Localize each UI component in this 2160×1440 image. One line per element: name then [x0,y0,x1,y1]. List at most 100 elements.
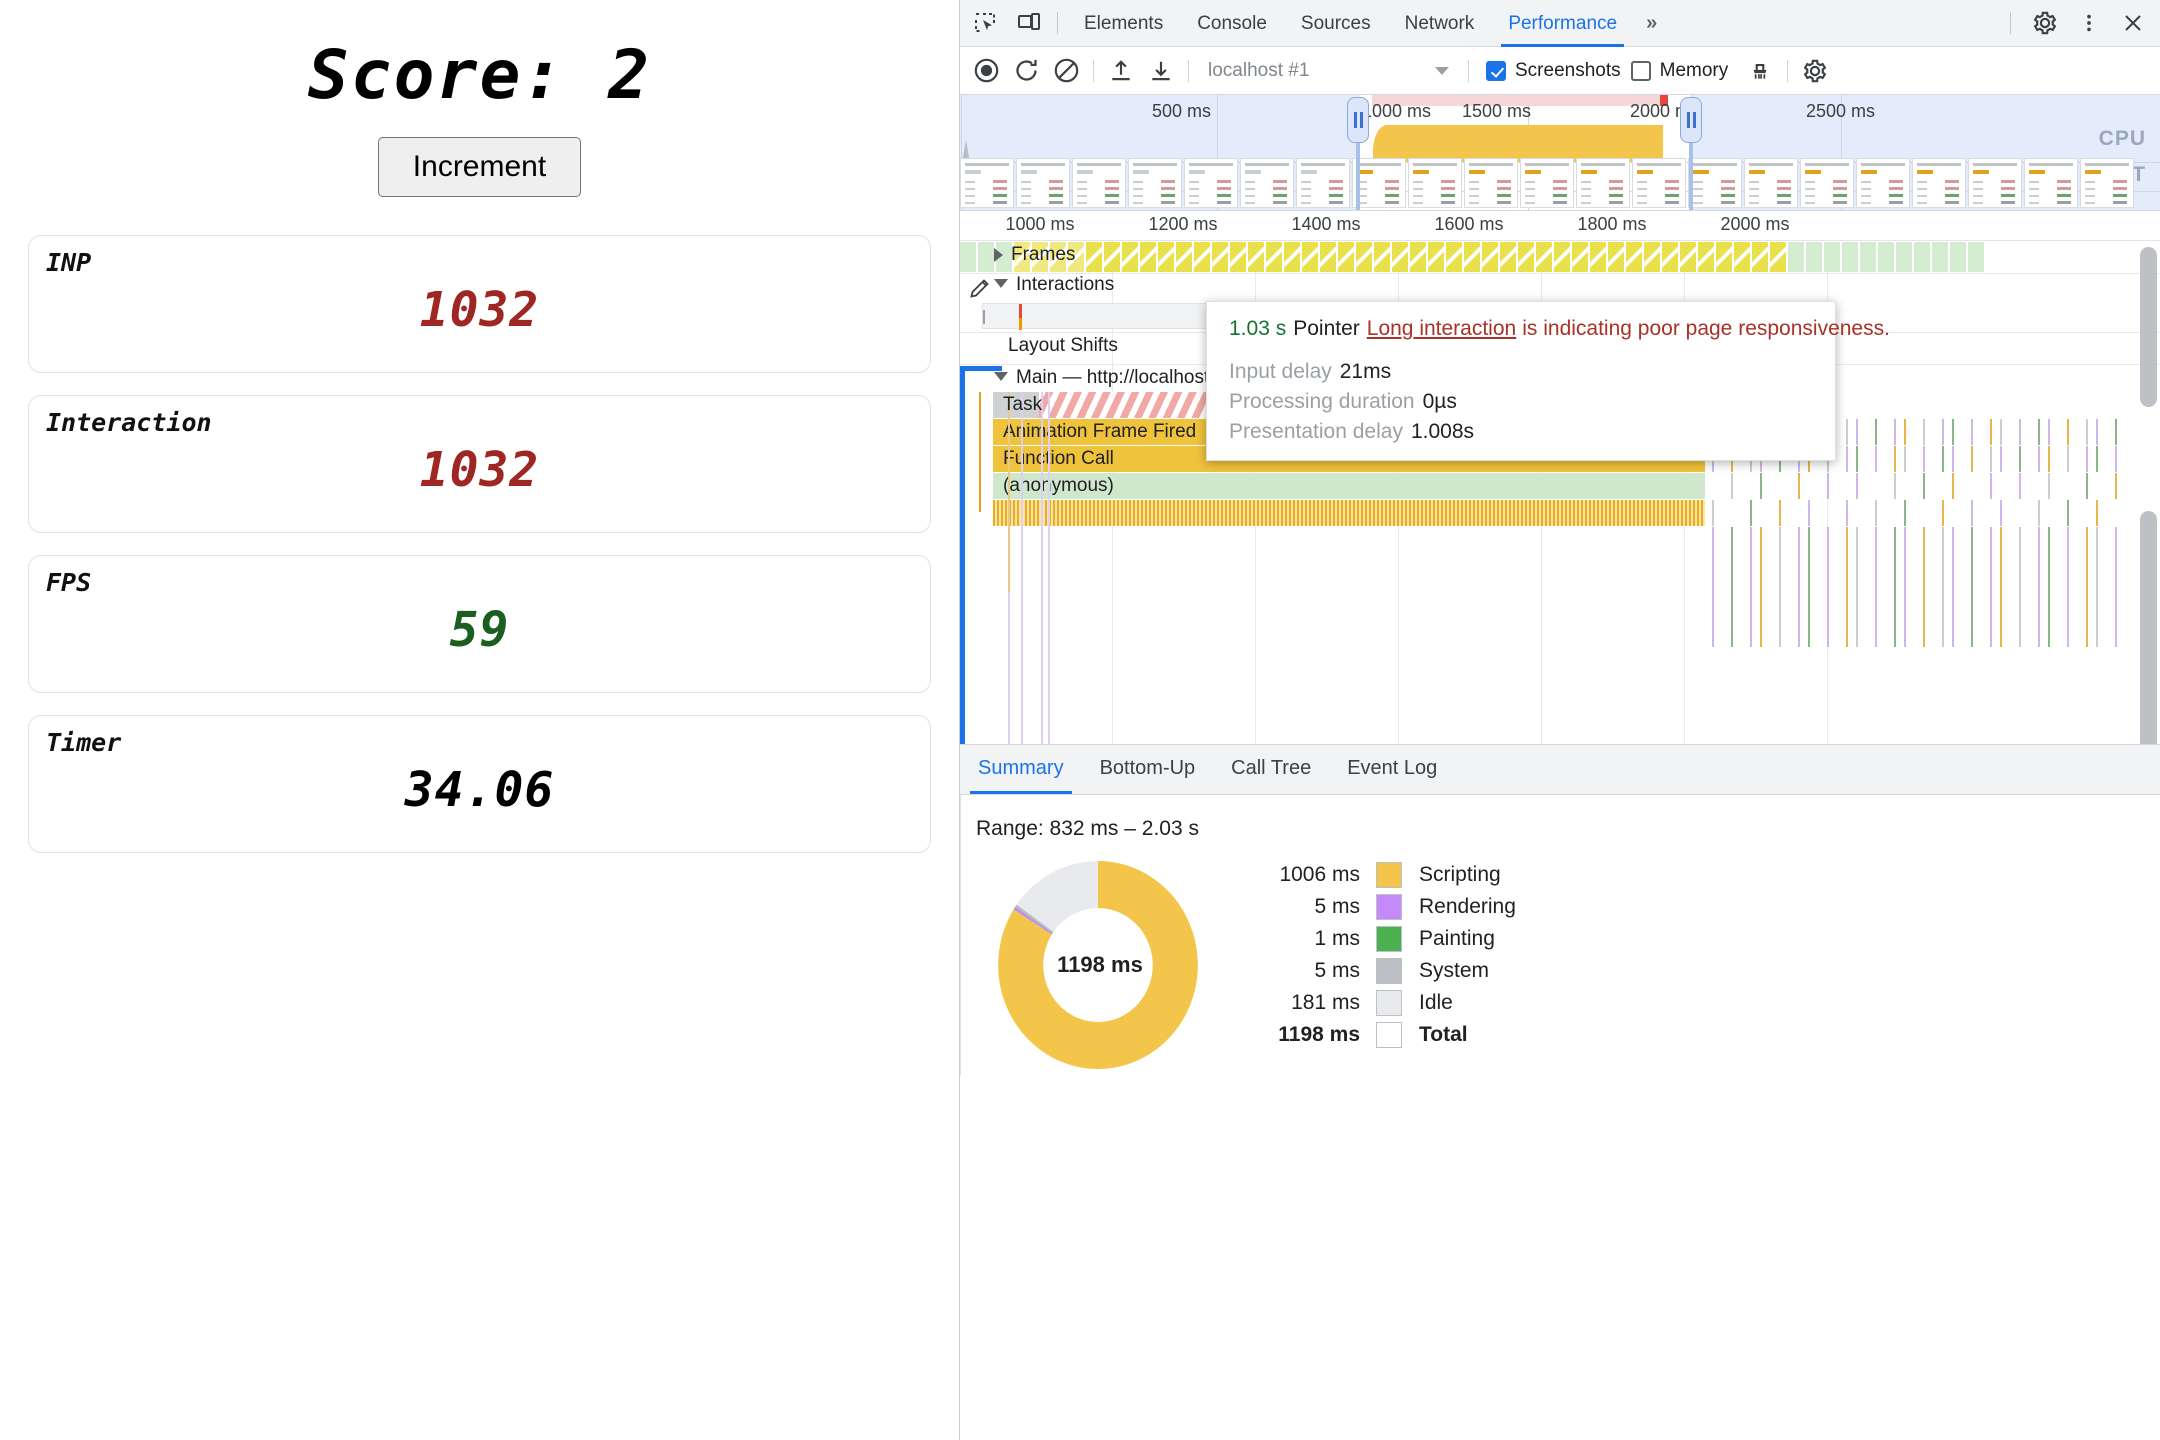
frame-block[interactable] [1140,242,1156,272]
flame-thin-event[interactable] [2067,527,2069,647]
donut-slice[interactable] [1015,904,1054,934]
donut-slice[interactable] [1015,906,1053,934]
filmstrip-thumbnail[interactable] [1520,158,1574,208]
frame-block[interactable] [1644,242,1660,272]
selection-edge-left[interactable] [1356,119,1360,210]
flame-scrollbar[interactable] [2140,247,2157,407]
flame-thin-event[interactable] [2067,500,2069,526]
save-profile-icon[interactable] [1141,54,1181,88]
filmstrip-thumbnail[interactable] [1968,158,2022,208]
frame-block[interactable] [1932,242,1948,272]
frame-block[interactable] [1230,242,1246,272]
inspect-element-icon[interactable] [966,8,1004,38]
frame-block[interactable] [1410,242,1426,272]
device-toolbar-icon[interactable] [1010,8,1048,38]
filmstrip-thumbnail[interactable] [960,158,1014,208]
flame-thin-event[interactable] [2096,446,2098,472]
frame-block[interactable] [1914,242,1930,272]
tab-bottom-up[interactable]: Bottom-Up [1099,757,1196,779]
frame-block[interactable] [1122,242,1138,272]
track-title-layout-shifts[interactable]: Layout Shifts [1008,335,1118,357]
filmstrip-thumbnail[interactable] [1744,158,1798,208]
flame-thin-event[interactable] [1798,473,1800,499]
selection-handle-right[interactable] [1680,97,1702,143]
filmstrip-thumbnail[interactable] [1688,158,1742,208]
flame-thin-event[interactable] [2048,527,2050,647]
legend-row[interactable]: 1 ms Painting [1246,923,1516,955]
filmstrip-thumbnail[interactable] [1912,158,1966,208]
frame-block[interactable] [1626,242,1642,272]
flame-thin-event[interactable] [1952,473,1954,499]
filmstrip-thumbnail[interactable] [1856,158,1910,208]
tab-event-log[interactable]: Event Log [1347,757,1438,779]
flame-thin-event[interactable] [1971,446,1973,472]
flame-thin-event[interactable] [1846,419,1848,445]
frame-block[interactable] [1338,242,1354,272]
frame-block[interactable] [1896,242,1912,272]
flame-micro-tasks-row[interactable] [993,500,1705,526]
track-title-main[interactable]: Main — http://localhost:517 [994,367,1246,389]
memory-checkbox[interactable]: Memory [1630,60,1728,82]
flame-thin-event[interactable] [1008,392,1010,592]
flame-thin-event[interactable] [2019,473,2021,499]
flame-thin-event[interactable] [2115,527,2117,647]
flame-thin-event[interactable] [1875,527,1877,647]
frame-block[interactable] [960,242,976,272]
reload-and-record-icon[interactable] [1006,54,1046,88]
selection-handle-left[interactable] [1347,97,1369,143]
filmstrip-thumbnail[interactable] [1352,158,1406,208]
flame-scrollbar-thumb[interactable] [2140,511,2157,744]
flame-thin-event[interactable] [1952,446,1954,472]
screenshots-checkbox[interactable]: Screenshots [1486,60,1621,82]
flame-thin-event[interactable] [1750,500,1752,526]
flame-thin-event[interactable] [1750,527,1752,647]
frame-block[interactable] [1752,242,1768,272]
frame-block[interactable] [1536,242,1552,272]
flame-thin-event[interactable] [1041,392,1043,744]
track-title-interactions[interactable]: Interactions [994,274,1114,296]
flame-thin-event[interactable] [2048,473,2050,499]
flame-thin-event[interactable] [1904,446,1906,472]
filmstrip-thumbnail[interactable] [1800,158,1854,208]
frame-block[interactable] [1608,242,1624,272]
record-icon[interactable] [966,54,1006,88]
frame-block[interactable] [1842,242,1858,272]
frame-block[interactable] [1572,242,1588,272]
legend-row[interactable]: 181 ms Idle [1246,987,1516,1019]
tab-call-tree[interactable]: Call Tree [1231,757,1312,779]
filmstrip-thumbnail[interactable] [1072,158,1126,208]
track-title-frames[interactable]: Frames [994,244,1075,266]
flame-thin-event[interactable] [1894,419,1896,445]
flame-thin-event[interactable] [1990,527,1992,647]
filmstrip-thumbnail[interactable] [1576,158,1630,208]
frame-block[interactable] [1194,242,1210,272]
flame-thin-event[interactable] [2096,500,2098,526]
flame-thin-event[interactable] [2115,473,2117,499]
frame-block[interactable] [1158,242,1174,272]
frame-block[interactable] [1878,242,1894,272]
flame-thin-event[interactable] [1923,446,1925,472]
frame-block[interactable] [1554,242,1570,272]
frame-block[interactable] [1464,242,1480,272]
flame-thin-event[interactable] [1798,527,1800,647]
flame-thin-event[interactable] [1779,527,1781,647]
frame-block[interactable] [1104,242,1120,272]
activity-donut-chart[interactable]: 1198 ms [980,855,1220,1075]
selection-edge-right[interactable] [1689,119,1693,210]
frames-strip[interactable] [960,242,1984,272]
frame-block[interactable] [1500,242,1516,272]
tooltip-link[interactable]: Long interaction [1366,317,1517,340]
close-icon[interactable] [2114,8,2152,38]
frame-block[interactable] [1176,242,1192,272]
flame-thin-event[interactable] [1827,527,1829,647]
frame-block[interactable] [1320,242,1336,272]
flame-thin-event[interactable] [2086,419,2088,445]
flame-thin-event[interactable] [2096,419,2098,445]
tab-console[interactable]: Console [1197,12,1267,34]
flame-thin-event[interactable] [1894,473,1896,499]
tab-elements[interactable]: Elements [1084,12,1164,34]
flame-thin-event[interactable] [1856,473,1858,499]
flame-thin-event[interactable] [1990,473,1992,499]
flame-thin-event[interactable] [1894,446,1896,472]
tab-sources[interactable]: Sources [1300,12,1371,34]
